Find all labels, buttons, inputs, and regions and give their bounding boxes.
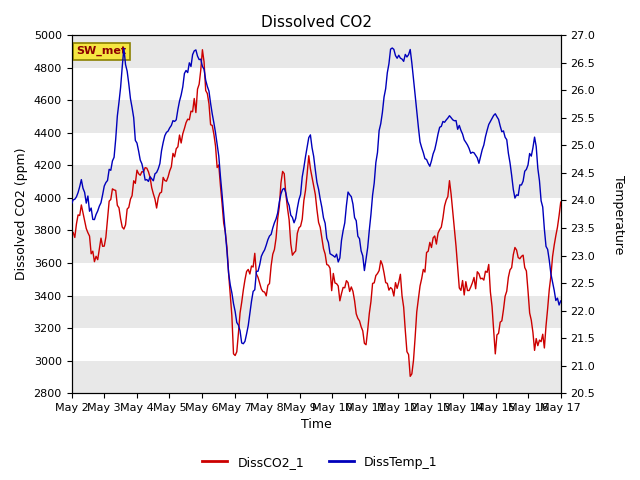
Bar <box>72 166 561 198</box>
Y-axis label: Dissolved CO2 (ppm): Dissolved CO2 (ppm) <box>15 148 28 280</box>
Text: SW_met: SW_met <box>76 46 127 56</box>
Legend: DissCO2_1, DissTemp_1: DissCO2_1, DissTemp_1 <box>197 451 443 474</box>
Bar <box>72 360 561 393</box>
Bar <box>72 100 561 133</box>
X-axis label: Time: Time <box>301 419 332 432</box>
Title: Dissolved CO2: Dissolved CO2 <box>260 15 372 30</box>
Bar <box>72 36 561 68</box>
Y-axis label: Temperature: Temperature <box>612 175 625 254</box>
Bar <box>72 230 561 263</box>
Bar <box>72 296 561 328</box>
